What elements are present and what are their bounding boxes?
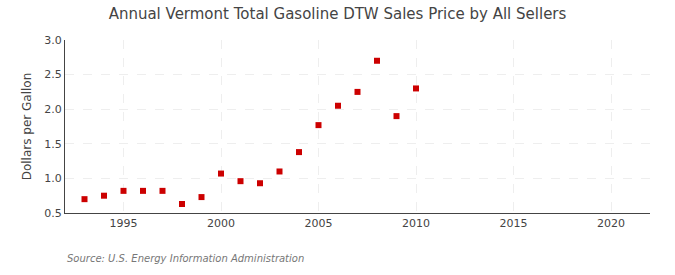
svg-text:0.5: 0.5 — [44, 207, 62, 220]
svg-text:2.5: 2.5 — [44, 68, 62, 81]
svg-text:2005: 2005 — [305, 217, 333, 230]
svg-text:1.0: 1.0 — [44, 172, 62, 185]
svg-text:2010: 2010 — [402, 217, 430, 230]
svg-text:2020: 2020 — [597, 217, 625, 230]
svg-text:2015: 2015 — [500, 217, 528, 230]
svg-text:Dollars per Gallon: Dollars per Gallon — [20, 73, 34, 181]
svg-text:Annual Vermont Total Gasoline: Annual Vermont Total Gasoline DTW Sales … — [109, 5, 567, 23]
svg-text:2.0: 2.0 — [44, 103, 62, 116]
svg-text:1.5: 1.5 — [44, 138, 62, 151]
svg-text:1995: 1995 — [110, 217, 138, 230]
svg-text:2000: 2000 — [207, 217, 235, 230]
svg-text:3.0: 3.0 — [44, 34, 62, 47]
svg-text:Source: U.S. Energy Informatio: Source: U.S. Energy Information Administ… — [67, 253, 304, 264]
